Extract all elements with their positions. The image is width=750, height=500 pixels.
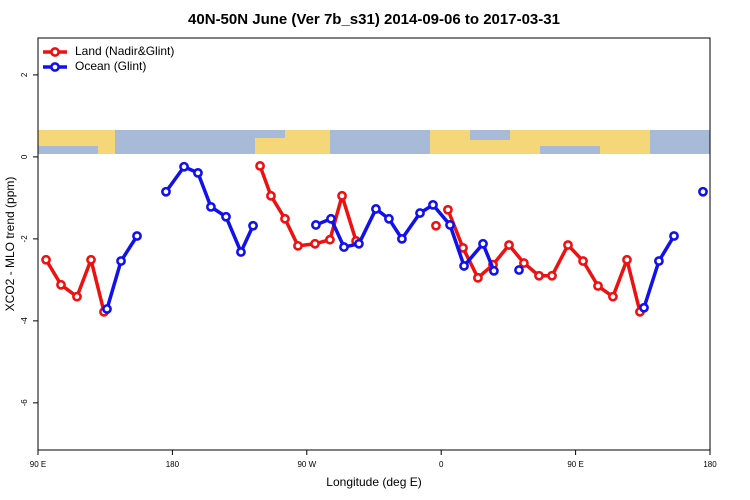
data-point [72,291,82,302]
data-point [578,256,588,266]
data-point [56,279,66,290]
data-point [534,270,544,281]
y-tick-label: -4 [20,317,29,325]
data-point [654,256,664,266]
data-point [326,213,336,224]
data-point [563,240,573,250]
plot-frame [37,37,711,451]
y-tick-label: 0 [20,154,29,159]
data-point [473,272,483,283]
data-point [221,211,231,222]
series-line [44,258,106,313]
data-point [478,238,488,249]
data-point [132,231,142,241]
data-point [337,190,347,201]
y-axis-label: XCO2 - MLO trend (ppm) [3,177,17,312]
y-tick-label: -2 [20,235,29,243]
data-point [547,270,557,281]
data-point [255,161,265,171]
x-tick-label: 90 W [297,460,316,469]
series-line [642,235,676,309]
legend-label: Land (Nadir&Glint) [75,44,174,58]
legend-marker [50,47,60,57]
chart-title: 40N-50N June (Ver 7b_s31) 2014-09-06 to … [188,11,560,28]
data-point [698,186,708,197]
data-point [293,240,303,251]
legend-marker [50,62,60,72]
y-tick-label: -6 [20,399,29,407]
series-line [105,235,139,310]
data-point [266,190,276,201]
series-line [258,165,358,248]
x-tick-label: 90 E [567,460,583,469]
data-point [116,256,126,266]
data-point [384,213,394,224]
data-point [639,302,649,313]
data-point [179,161,189,172]
data-point [41,254,51,265]
x-tick-label: 180 [166,460,180,469]
x-tick-label: 90 E [30,460,46,469]
data-point [193,167,203,178]
data-point [280,213,290,224]
data-point [428,199,438,210]
data-point [248,220,258,231]
x-tick-label: 0 [439,460,444,469]
data-point [236,247,246,257]
data-point [519,258,529,268]
x-tick-label: 180 [703,460,717,469]
y-tick-label: 2 [20,72,29,77]
data-point [459,261,469,271]
data-point [431,220,441,231]
data-point [311,220,321,230]
data-point [325,234,335,245]
data-point [489,265,499,276]
data-point [354,238,364,249]
data-point [310,238,320,249]
data-point [339,242,349,252]
data-point [86,254,96,265]
legend-label: Ocean (Glint) [75,59,146,73]
data-point [514,265,524,275]
data-point [608,291,618,302]
data-point [669,231,679,241]
data-point [371,204,381,214]
data-point [445,220,455,230]
data-point [161,186,171,197]
x-axis-label: Longitude (deg E) [326,475,421,489]
data-point [504,240,514,250]
data-point [593,281,603,291]
data-point [206,201,216,212]
map-strip [38,130,710,154]
data-point [622,254,632,265]
data-point [102,304,112,314]
data-point [397,233,407,244]
data-point [415,208,425,218]
data-point [443,204,453,215]
